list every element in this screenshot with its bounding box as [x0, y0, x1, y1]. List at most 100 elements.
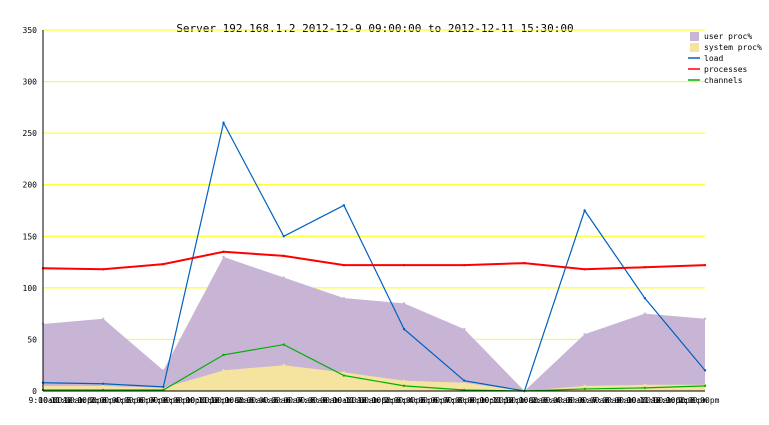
data-point	[643, 266, 647, 269]
data-point	[402, 263, 406, 267]
x-tick-label: 12:00pm	[357, 396, 391, 405]
data-point	[703, 369, 707, 372]
data-point	[402, 302, 406, 305]
x-tick-label: 3:00pm	[691, 396, 720, 405]
x-tick-label: 12:00pm	[63, 396, 97, 405]
x-tick-label: 6:00am	[580, 396, 609, 405]
legend-label: processes	[704, 65, 748, 74]
data-point	[162, 369, 165, 372]
data-point	[643, 312, 647, 315]
x-tick-label: 3:00pm	[396, 396, 425, 405]
x-tick-label: 12:00pm	[651, 396, 685, 405]
x-tick-label: 4:00pm	[114, 396, 143, 405]
data-point	[703, 263, 707, 267]
x-tick-label: 8:00pm	[458, 396, 487, 405]
x-tick-label: 2:00pm	[90, 396, 119, 405]
x-tick-label: 10:00am	[38, 396, 72, 405]
x-tick-label: 5:00am	[568, 396, 597, 405]
data-point	[703, 317, 707, 320]
data-point	[342, 374, 346, 377]
data-point	[101, 382, 105, 385]
x-tick-label: 7:00pm	[151, 396, 180, 405]
data-point	[162, 262, 165, 266]
x-tick-label: 12:00am	[210, 396, 244, 405]
series-area	[43, 256, 705, 391]
legend-label: channels	[704, 76, 743, 85]
data-point	[342, 371, 346, 374]
legend-label: load	[704, 54, 723, 63]
data-point	[402, 327, 406, 331]
series-line	[42, 121, 706, 392]
data-point	[463, 381, 466, 384]
x-tick-label: 11:00am	[345, 396, 379, 405]
x-tick-label: 2:00pm	[678, 396, 707, 405]
data-point	[703, 384, 707, 388]
grid-lines	[43, 29, 705, 340]
chart-title: Server 192.168.1.2 2012-12-9 09:00:00 to…	[176, 22, 573, 35]
data-point	[282, 254, 285, 258]
data-point	[282, 235, 285, 238]
x-tick-label: 3:00am	[249, 396, 278, 405]
data-point	[342, 296, 346, 300]
data-point	[342, 263, 346, 267]
x-tick-label: 7:00am	[298, 396, 327, 405]
data-point	[583, 384, 586, 388]
x-tick-label: 9:00am	[617, 396, 646, 405]
data-point	[643, 386, 647, 390]
data-point	[402, 384, 406, 388]
legend: user proc% system proc% load processes chann…	[688, 32, 762, 85]
data-point	[222, 121, 225, 125]
y-tick-label: 150	[23, 232, 38, 241]
legend-swatch	[690, 32, 699, 41]
data-point	[101, 384, 105, 388]
x-tick-label: 8:00am	[605, 396, 634, 405]
data-point	[583, 387, 586, 391]
x-tick-label: 3:00pm	[102, 396, 131, 405]
axes: 0501001502002503003509:00am10:00am11:00a…	[23, 26, 720, 405]
legend-swatch	[690, 43, 699, 52]
y-tick-label: 350	[23, 26, 38, 35]
x-tick-label: 10:00am	[333, 396, 367, 405]
x-tick-label: 10:00am	[627, 396, 661, 405]
x-tick-label: 1:00pm	[666, 396, 695, 405]
data-point	[643, 383, 647, 387]
legend-label: system proc%	[704, 43, 762, 52]
data-point	[463, 327, 466, 331]
x-tick-label: 6:00pm	[433, 396, 462, 405]
data-point	[282, 364, 285, 367]
x-tick-label: 8:00pm	[163, 396, 192, 405]
data-point	[643, 296, 647, 300]
x-tick-label: 1:00am	[225, 396, 254, 405]
data-point	[222, 255, 225, 259]
x-tick-label: 1:00pm	[78, 396, 107, 405]
x-tick-label: 9:00am	[323, 396, 352, 405]
x-tick-label: 2:00pm	[384, 396, 413, 405]
x-tick-label: 6:00am	[286, 396, 315, 405]
x-tick-label: 9:00pm	[176, 396, 205, 405]
y-tick-label: 250	[23, 129, 38, 138]
x-tick-label: 11:00am	[51, 396, 85, 405]
x-tick-label: 5:00pm	[421, 396, 450, 405]
data-point	[282, 276, 285, 279]
x-tick-label: 5:00am	[274, 396, 303, 405]
x-tick-label: 4:00am	[556, 396, 585, 405]
x-tick-label: 10:00pm	[186, 396, 220, 405]
y-tick-label: 100	[23, 284, 38, 293]
x-tick-label: 7:00am	[592, 396, 621, 405]
x-tick-label: 1:00pm	[372, 396, 401, 405]
x-tick-label: 9:00pm	[470, 396, 499, 405]
x-tick-label: 6:00pm	[139, 396, 168, 405]
y-tick-label: 50	[27, 335, 37, 344]
x-tick-label: 8:00am	[311, 396, 340, 405]
data-point	[342, 204, 346, 207]
x-tick-label: 2:00am	[237, 396, 266, 405]
x-tick-label: 4:00pm	[409, 396, 438, 405]
data-point	[162, 385, 165, 389]
data-point	[222, 369, 225, 372]
data-point	[463, 379, 466, 382]
data-point	[222, 250, 225, 253]
data-point	[523, 261, 526, 265]
x-tick-label: 11:00am	[639, 396, 673, 405]
